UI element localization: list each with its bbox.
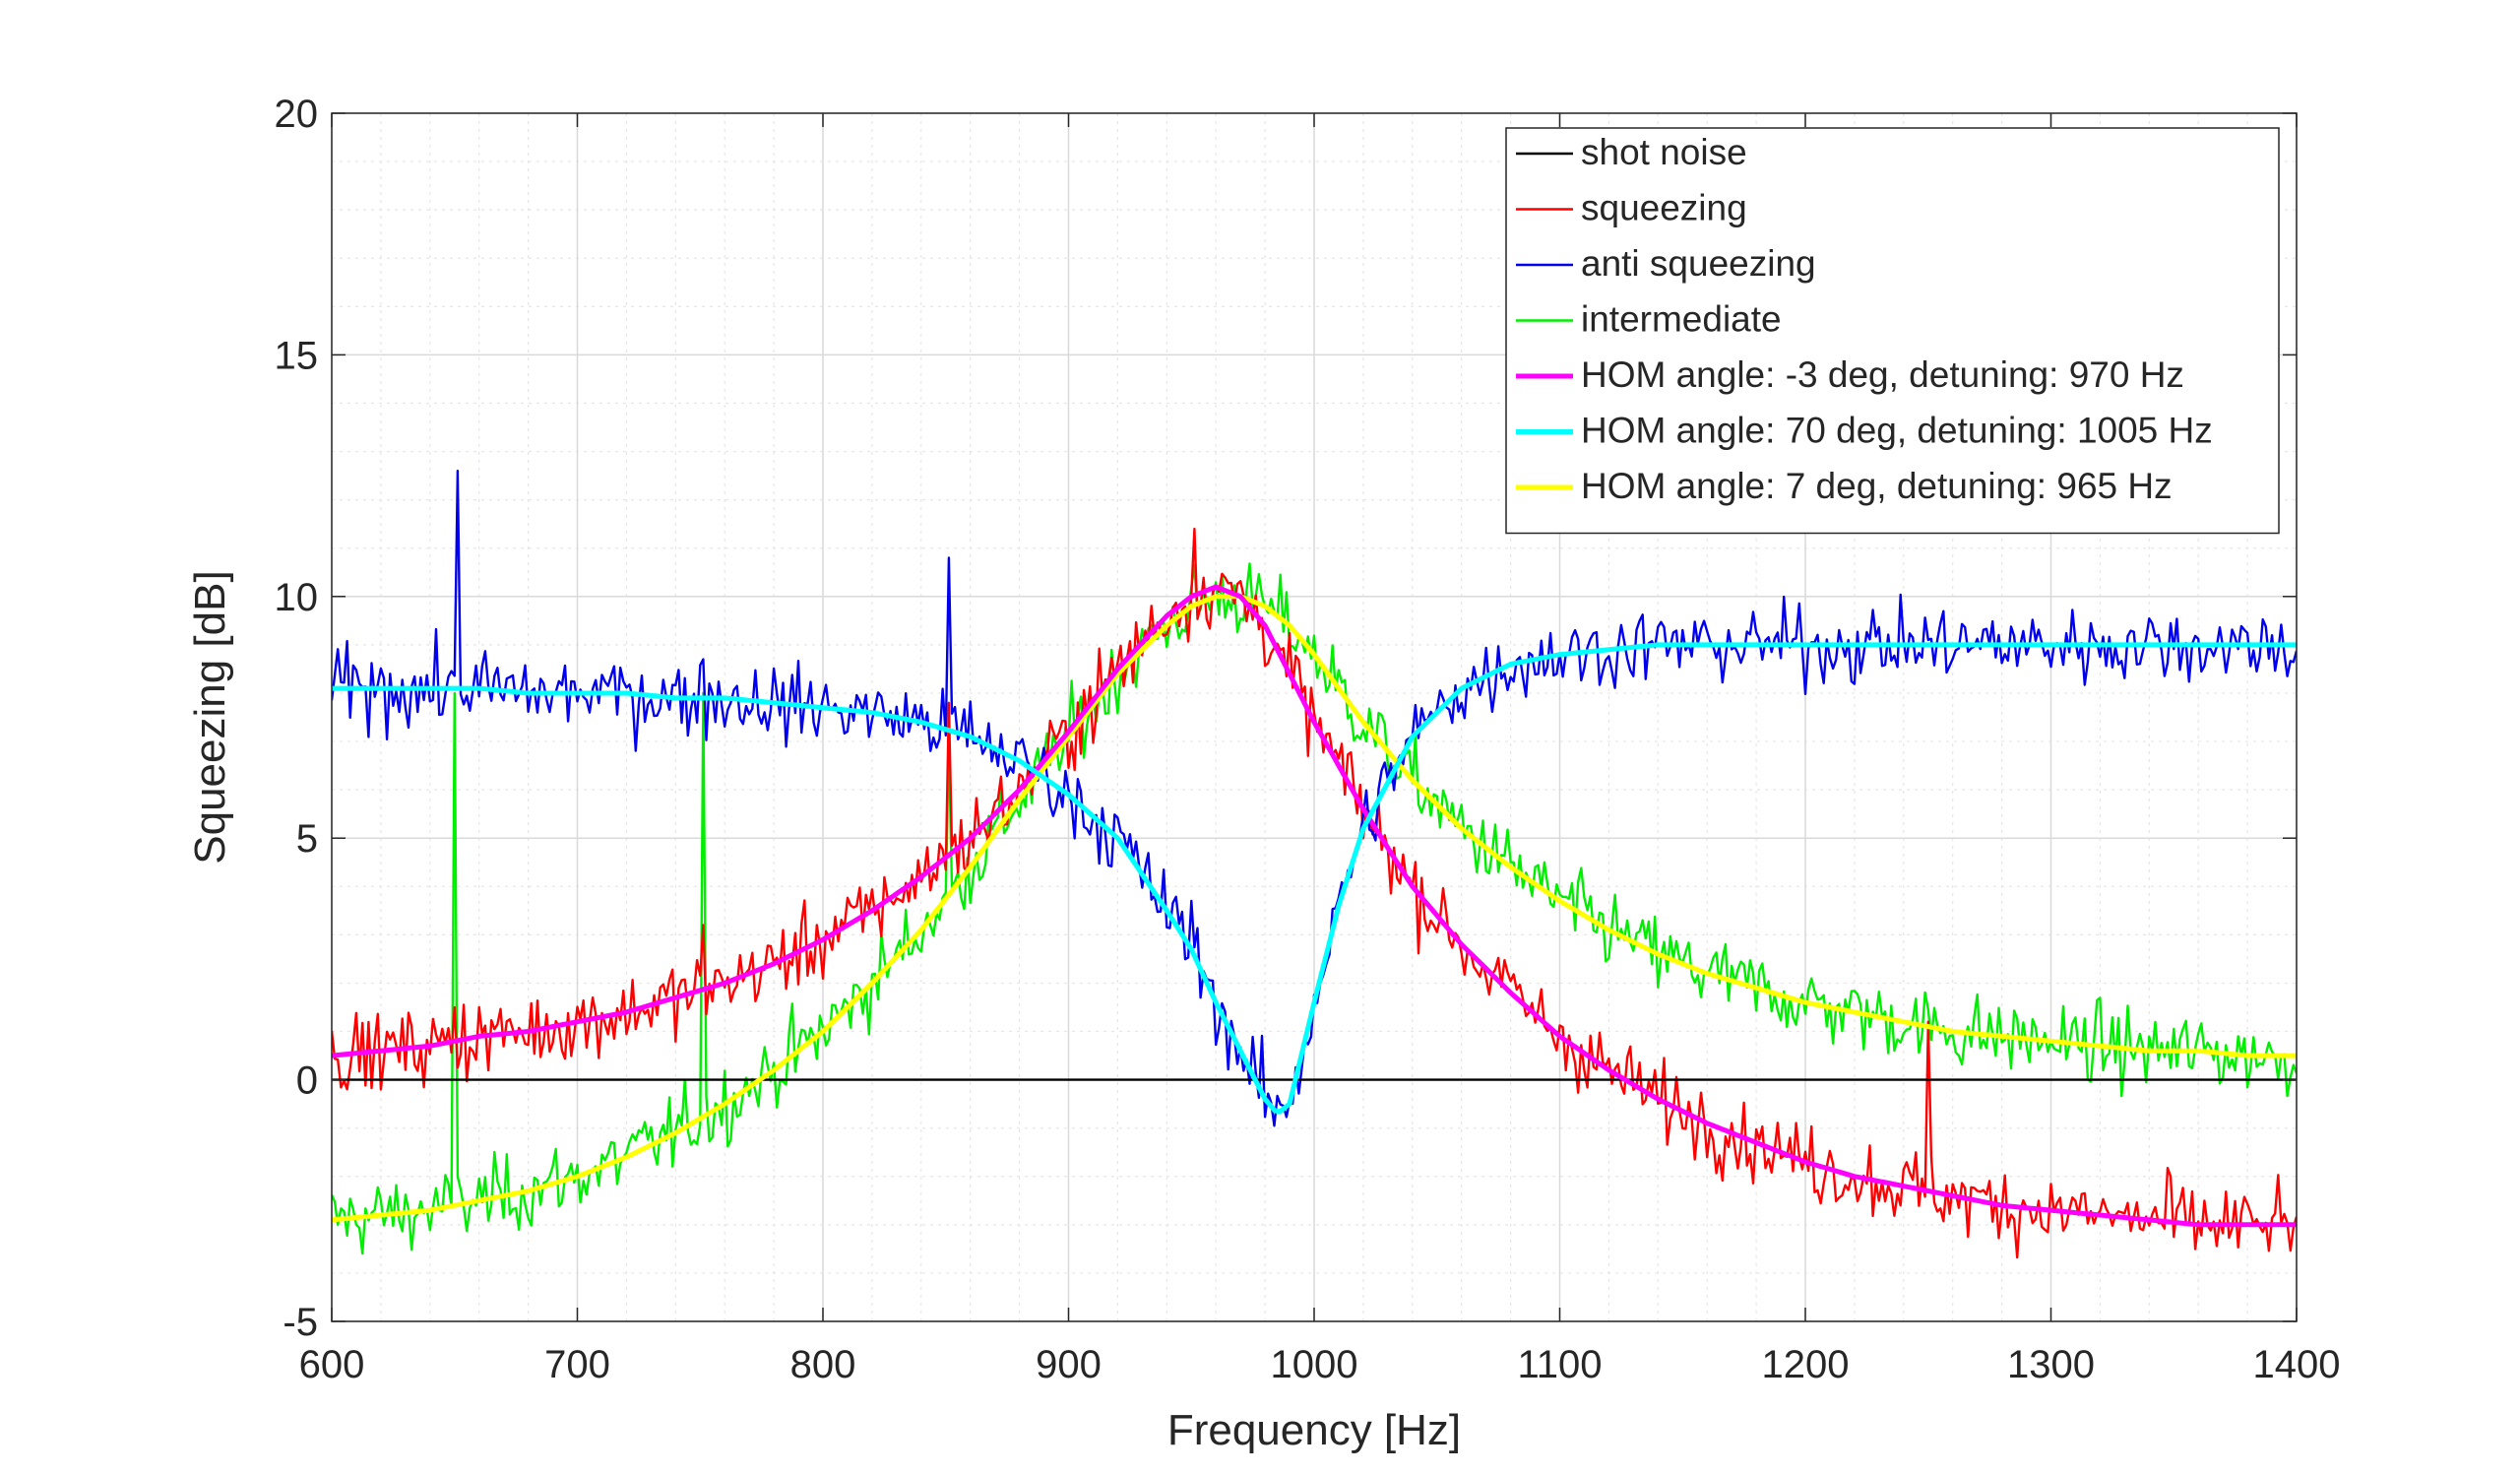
x-tick-label: 800 bbox=[790, 1343, 856, 1386]
fit-line bbox=[332, 584, 2297, 1228]
legend-box bbox=[1505, 127, 2280, 535]
legend-label: intermediate bbox=[1581, 299, 1782, 340]
legend-label: HOM angle: 70 deg, detuning: 1005 Hz bbox=[1581, 411, 2213, 451]
legend-item-hom-angle-70-deg-detuning-1005-hz: HOM angle: 70 deg, detuning: 1005 Hz bbox=[1516, 411, 2213, 451]
legend-label: HOM angle: -3 deg, detuning: 970 Hz bbox=[1581, 354, 2184, 395]
legend-item-shot-noise: shot noise bbox=[1516, 132, 1747, 172]
x-tick-label: 700 bbox=[544, 1343, 610, 1386]
series-hom-angle-7-deg-detuning-965-hz bbox=[332, 594, 2297, 1223]
series-line bbox=[332, 527, 2297, 1259]
fit-line bbox=[332, 594, 2297, 1223]
legend: shot noise squeezing anti squeezing interme… bbox=[1505, 127, 2280, 535]
x-tick-label: 1100 bbox=[1517, 1343, 1602, 1386]
legend-item-anti-squeezing: anti squeezing bbox=[1516, 243, 1816, 284]
x-tick-label: 1200 bbox=[1762, 1343, 1850, 1386]
plot-series bbox=[332, 470, 2297, 1259]
series-hom-angle-70-deg-detuning-1005-hz bbox=[332, 642, 2297, 1115]
y-axis-label: Squeezing [dB] bbox=[186, 570, 234, 864]
series-hom-angle-3-deg-detuning-970-hz bbox=[332, 584, 2297, 1228]
x-tick-label: 1400 bbox=[2253, 1343, 2341, 1386]
legend-item-intermediate: intermediate bbox=[1516, 299, 1782, 340]
fit-line bbox=[332, 642, 2297, 1115]
x-tick-label: 600 bbox=[299, 1343, 365, 1386]
legend-item-hom-angle-7-deg-detuning-965-hz: HOM angle: 7 deg, detuning: 965 Hz bbox=[1516, 466, 2173, 506]
y-tick-label: 5 bbox=[296, 817, 318, 861]
legend-label: squeezing bbox=[1581, 188, 1747, 228]
x-axis-label: Frequency [Hz] bbox=[1167, 1406, 1461, 1454]
y-tick-label: 20 bbox=[275, 93, 319, 136]
y-tick-label: 10 bbox=[275, 576, 319, 619]
y-tick-label: 0 bbox=[296, 1059, 318, 1103]
x-tick-label: 1300 bbox=[2007, 1343, 2095, 1386]
y-tick-label: 15 bbox=[275, 334, 319, 377]
legend-item-hom-angle-3-deg-detuning-970-hz: HOM angle: -3 deg, detuning: 970 Hz bbox=[1516, 354, 2184, 395]
axes: 600 700 800 900 1000 1100 1200 1300 1400 -5 0 5 10 15… bbox=[275, 93, 2341, 1386]
x-tick-label: 1000 bbox=[1271, 1343, 1358, 1386]
legend-label: HOM angle: 7 deg, detuning: 965 Hz bbox=[1581, 466, 2173, 506]
legend-label: shot noise bbox=[1581, 132, 1747, 172]
legend-label: anti squeezing bbox=[1581, 243, 1816, 284]
x-tick-label: 900 bbox=[1036, 1343, 1102, 1386]
y-tick-label: -5 bbox=[283, 1301, 318, 1344]
legend-item-squeezing: squeezing bbox=[1516, 188, 1747, 228]
series-squeezing bbox=[332, 527, 2297, 1259]
